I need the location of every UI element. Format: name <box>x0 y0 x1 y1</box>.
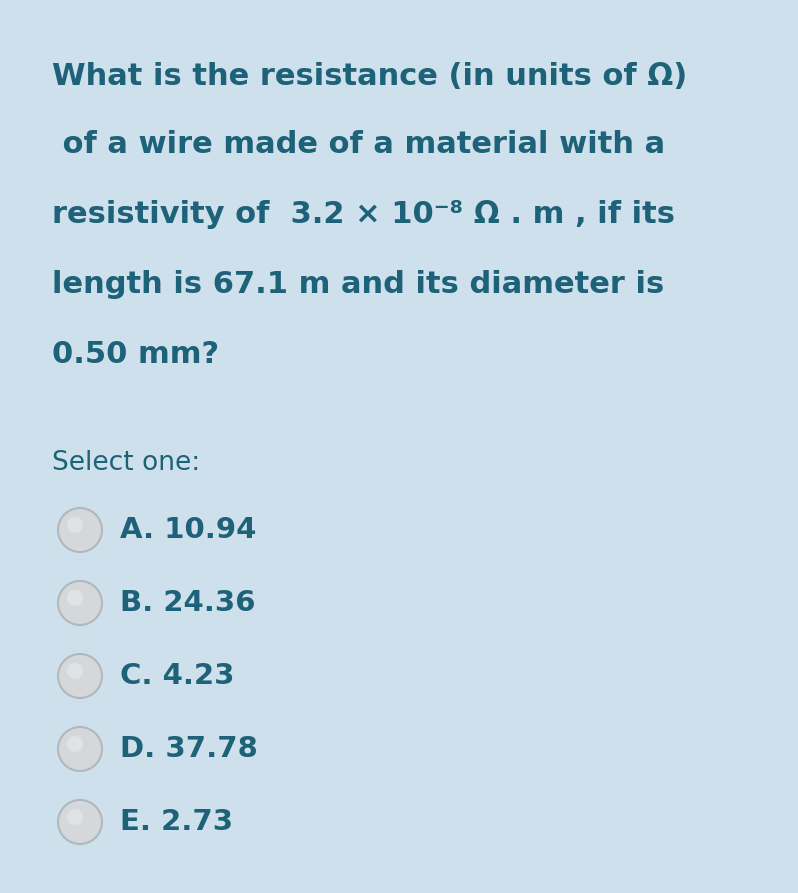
Circle shape <box>67 517 83 533</box>
Circle shape <box>67 736 83 752</box>
Circle shape <box>58 654 102 698</box>
Text: Select one:: Select one: <box>52 450 200 476</box>
Circle shape <box>67 809 83 825</box>
Text: B. 24.36: B. 24.36 <box>120 589 255 617</box>
Circle shape <box>58 727 102 771</box>
Text: length is 67.1 m and its diameter is: length is 67.1 m and its diameter is <box>52 270 664 299</box>
Circle shape <box>67 663 83 679</box>
Circle shape <box>58 800 102 844</box>
Text: C. 4.23: C. 4.23 <box>120 662 235 690</box>
Text: A. 10.94: A. 10.94 <box>120 516 256 544</box>
Text: resistivity of  3.2 × 10⁻⁸ Ω . m , if its: resistivity of 3.2 × 10⁻⁸ Ω . m , if its <box>52 200 675 229</box>
Text: E. 2.73: E. 2.73 <box>120 808 233 836</box>
Text: What is the resistance (in units of Ω): What is the resistance (in units of Ω) <box>52 62 687 91</box>
Circle shape <box>58 581 102 625</box>
Text: 0.50 mm?: 0.50 mm? <box>52 340 219 369</box>
Circle shape <box>67 590 83 606</box>
Text: of a wire made of a material with a: of a wire made of a material with a <box>52 130 665 159</box>
Text: D. 37.78: D. 37.78 <box>120 735 258 763</box>
Circle shape <box>58 508 102 552</box>
